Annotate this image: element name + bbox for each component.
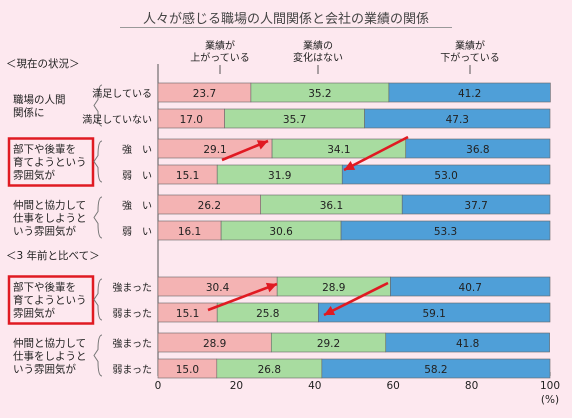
group-label: 仕事をしようと <box>13 350 87 363</box>
data-label: 37.7 <box>464 200 487 212</box>
data-label: 15.1 <box>176 170 199 182</box>
bar-segment <box>385 332 550 353</box>
data-label: 28.9 <box>203 338 226 350</box>
group-label: 雰囲気が <box>13 169 55 182</box>
data-label: 25.8 <box>256 308 279 320</box>
legend-label: 業績の <box>303 39 333 52</box>
data-label: 16.1 <box>178 226 201 238</box>
chart-title: 人々が感じる職場の人間関係と会社の業績の関係 <box>142 12 429 27</box>
group-brace <box>93 140 103 183</box>
row-label: 弱 い <box>122 226 152 238</box>
data-label: 35.7 <box>283 114 306 126</box>
group-brace <box>93 84 103 127</box>
row-label: 満足していない <box>82 114 152 126</box>
x-tick-label: 100 <box>540 380 560 392</box>
group-label: 仲間と協力して <box>13 199 86 212</box>
data-label: 40.7 <box>459 282 482 294</box>
row-label: 弱まった <box>112 364 152 376</box>
bar-segment <box>390 276 551 297</box>
annotation-arrowhead <box>256 140 268 150</box>
x-tick-label: 40 <box>308 380 321 392</box>
legend-label: 上がっている <box>190 51 250 64</box>
bar-segment <box>388 82 551 103</box>
bar-segment <box>364 108 551 129</box>
group-label: 仲間と協力して <box>13 337 86 350</box>
highlight-box <box>7 275 95 325</box>
x-tick-label: 80 <box>465 380 478 392</box>
data-label: 17.0 <box>180 114 203 126</box>
data-label: 59.1 <box>422 308 445 320</box>
group-label: 部下や後輩を <box>13 281 76 294</box>
highlight-box <box>7 137 95 187</box>
bar-segment <box>340 220 551 241</box>
x-tick-label: 60 <box>387 380 400 392</box>
annotation-arrowhead <box>324 306 336 315</box>
bar-segment <box>401 194 551 215</box>
bar-segment <box>318 302 551 323</box>
group-label: 関係に <box>13 107 45 119</box>
section-label: ＜現在の状況＞ <box>6 57 80 70</box>
group-brace <box>93 196 103 239</box>
group-label: 仕事をしようと <box>13 212 87 225</box>
data-label: 26.8 <box>258 364 281 376</box>
data-label: 23.7 <box>193 88 216 100</box>
legend-label: 業績が <box>455 39 485 52</box>
bar-segment <box>321 358 551 379</box>
bar-segment <box>341 164 551 185</box>
data-label: 26.2 <box>198 200 221 212</box>
data-label: 53.3 <box>434 226 457 238</box>
data-label: 31.9 <box>268 170 291 182</box>
group-label: いう雰囲気が <box>13 363 76 376</box>
data-label: 29.2 <box>317 338 340 350</box>
data-label: 41.8 <box>456 338 479 350</box>
section-label: ＜3 年前と比べて＞ <box>6 249 100 262</box>
data-label: 35.2 <box>308 88 331 100</box>
data-label: 53.0 <box>434 170 457 182</box>
annotation-arrowhead <box>344 160 356 170</box>
group-brace <box>93 334 103 377</box>
data-label: 29.1 <box>203 144 226 156</box>
group-label: 職場の人間 <box>13 93 66 106</box>
x-tick-label: 20 <box>230 380 243 392</box>
row-label: 強まった <box>112 281 152 294</box>
legend-label: 変化はない <box>293 51 343 64</box>
data-label: 30.6 <box>269 226 293 238</box>
annotation-arrow <box>207 282 278 312</box>
data-label: 15.0 <box>176 364 199 376</box>
data-label: 36.8 <box>466 144 489 156</box>
legend-label: 業績が <box>205 39 235 52</box>
group-label: 育てようという <box>13 156 87 169</box>
data-label: 15.1 <box>176 308 199 320</box>
row-label: 強 い <box>122 143 152 156</box>
x-tick-label: 0 <box>155 380 162 392</box>
row-label: 弱 い <box>122 170 152 182</box>
data-label: 36.1 <box>320 200 343 212</box>
row-label: 満足している <box>92 88 152 100</box>
x-unit-label: (%) <box>541 394 559 406</box>
group-label: 部下や後輩を <box>13 143 76 156</box>
data-label: 58.2 <box>424 364 447 376</box>
data-label: 41.2 <box>458 88 481 100</box>
annotation-arrowhead <box>265 282 277 293</box>
row-label: 強 い <box>122 199 152 212</box>
data-label: 34.1 <box>327 144 350 156</box>
data-label: 28.9 <box>322 282 345 294</box>
group-brace <box>93 278 103 321</box>
row-label: 弱まった <box>112 308 152 320</box>
row-label: 強まった <box>112 337 152 350</box>
data-label: 47.3 <box>446 114 469 126</box>
annotation-arrow <box>323 281 389 317</box>
annotation-arrow <box>343 135 409 172</box>
group-label: 育てようという <box>13 294 87 307</box>
group-label: 雰囲気が <box>13 307 55 320</box>
group-label: いう雰囲気が <box>13 225 76 238</box>
data-label: 30.4 <box>206 282 230 294</box>
legend-label: 下がっている <box>440 51 500 64</box>
bar-segment <box>405 138 551 159</box>
title-underline <box>120 27 452 28</box>
